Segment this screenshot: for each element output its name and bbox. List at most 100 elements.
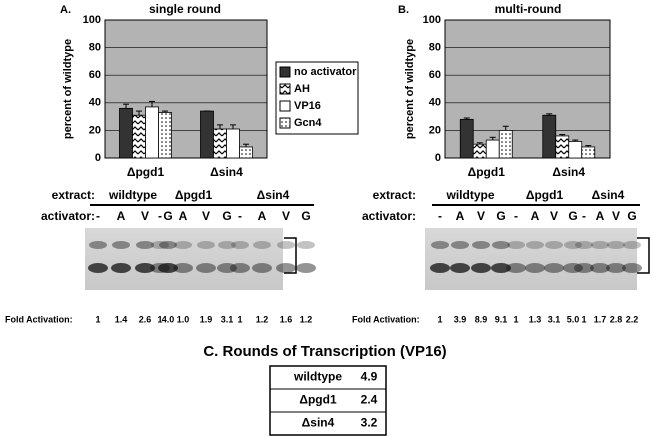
table-cell: 2.4 — [361, 393, 378, 407]
gel-band — [197, 241, 215, 249]
table-cell: Δsin4 — [302, 416, 335, 430]
fold-label: Fold Activation: — [352, 314, 420, 324]
fold-value: 4.0 — [162, 314, 175, 324]
gel-band — [430, 263, 450, 273]
gel-band — [252, 263, 272, 273]
lane-label: A — [596, 209, 605, 223]
lane-label: G — [222, 209, 231, 223]
fold-value: 2.2 — [626, 314, 639, 324]
fold-value: 9.1 — [495, 314, 508, 324]
gel-band — [472, 241, 490, 249]
fold-value: 1 — [95, 314, 100, 324]
fold-value: 1.6 — [280, 314, 293, 324]
y-tick-label: 0 — [435, 152, 441, 164]
legend-label: AH — [294, 83, 310, 95]
y-tick-label: 40 — [89, 97, 101, 109]
gel-band — [574, 263, 594, 273]
fold-value: 2.6 — [139, 314, 152, 324]
gel-band — [622, 263, 642, 273]
lane-label: G — [301, 209, 310, 223]
extract-name: Δpgd1 — [175, 188, 213, 202]
gel-band — [88, 263, 108, 273]
legend-label: Gcn4 — [294, 117, 322, 129]
x-tick-label: Δsin4 — [552, 165, 585, 179]
lane-label: G — [163, 209, 172, 223]
gel-band — [451, 241, 469, 249]
table-cell: Δpgd1 — [299, 393, 337, 407]
gel-band — [218, 241, 236, 249]
error-bar — [502, 125, 509, 131]
lane-label: A — [179, 209, 188, 223]
gel-band — [150, 263, 170, 273]
x-tick-label: Δpgd1 — [468, 165, 506, 179]
fold-value: 5.0 — [567, 314, 580, 324]
y-tick-label: 60 — [429, 69, 441, 81]
lane-label: V — [141, 209, 149, 223]
gel-band — [623, 241, 641, 249]
bar — [213, 128, 227, 159]
fold-value: 1.3 — [529, 314, 542, 324]
gel-band — [159, 241, 177, 249]
lane-label: - — [438, 209, 442, 223]
lane-label: - — [514, 209, 518, 223]
y-tick-label: 100 — [423, 14, 441, 26]
y-axis-label: percent of wildtype — [62, 39, 74, 139]
legend-swatch — [279, 100, 291, 112]
table-cell: wildtype — [293, 370, 342, 384]
lane-label: A — [456, 209, 465, 223]
gel-band — [174, 241, 192, 249]
bar — [555, 135, 570, 159]
error-bar — [585, 145, 592, 147]
chart-title: multi-round — [495, 2, 562, 16]
gel-band — [277, 241, 295, 249]
error-bar — [136, 110, 142, 116]
fold-value: 1.2 — [300, 314, 313, 324]
gel-band — [492, 241, 510, 249]
gel-band — [506, 263, 526, 273]
bar — [119, 107, 133, 159]
gel-band — [544, 263, 564, 273]
gel-band — [591, 241, 609, 249]
x-tick-label: Δsin4 — [210, 165, 243, 179]
fold-value: 1.0 — [177, 314, 190, 324]
legend-swatch — [279, 66, 291, 78]
gel-band — [491, 263, 511, 273]
fold-value: 1 — [581, 314, 586, 324]
gel-image — [425, 228, 637, 290]
gel-band — [112, 241, 130, 249]
fold-value: 1 — [237, 314, 242, 324]
extract-label: extract: — [373, 188, 416, 202]
bar — [542, 114, 557, 159]
bar — [568, 141, 583, 159]
legend: no activator AH VP16 Gcn4 — [275, 61, 359, 135]
fold-value: 1 — [157, 314, 162, 324]
y-tick-label: 20 — [89, 124, 101, 136]
lane-label: A — [258, 209, 267, 223]
fold-value: 1 — [513, 314, 518, 324]
table-title: C. Rounds of Transcription (VP16) — [203, 343, 446, 360]
lane-label: A — [117, 209, 126, 223]
lane-label: - — [96, 209, 100, 223]
fold-value: 8.9 — [475, 314, 488, 324]
extract-name: Δsin4 — [257, 188, 290, 202]
panel-label: B. — [398, 4, 409, 16]
bar — [459, 118, 474, 159]
error-bar — [546, 113, 553, 116]
fold-value: 1.2 — [256, 314, 269, 324]
y-tick-label: 80 — [429, 42, 441, 54]
fold-label: Fold Activation: — [5, 314, 73, 324]
y-tick-label: 80 — [89, 42, 101, 54]
gel-band — [158, 263, 178, 273]
fold-value: 3.1 — [548, 314, 561, 324]
gel-band — [173, 263, 193, 273]
gel-band — [507, 241, 525, 249]
lane-label: G — [568, 209, 577, 223]
fold-value: 3.9 — [454, 314, 467, 324]
error-bar — [559, 134, 566, 136]
fold-value: 1 — [437, 314, 442, 324]
lane-label: G — [627, 209, 636, 223]
gel-band — [431, 241, 449, 249]
y-axis-label: percent of wildtype — [404, 39, 416, 139]
gel-band — [564, 241, 582, 249]
